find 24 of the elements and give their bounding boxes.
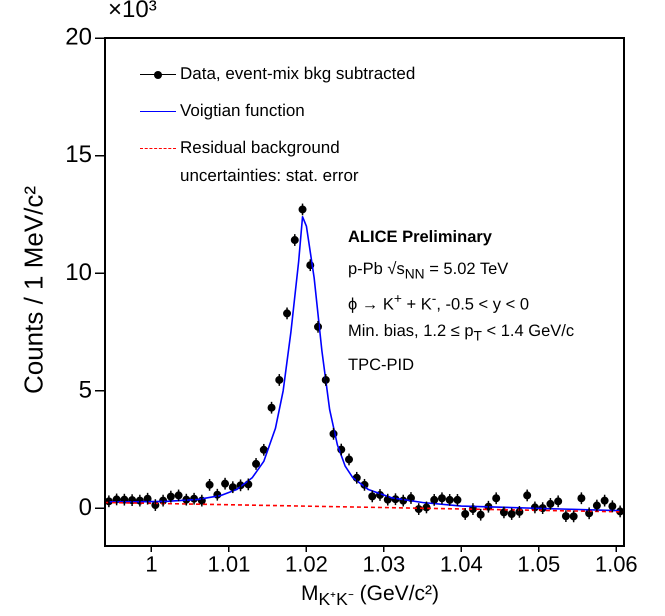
x-tick-label: 1.06 — [594, 551, 638, 576]
annotation: TPC-PID — [348, 356, 414, 375]
x-tick-label: 1.01 — [208, 551, 250, 576]
x-tick-label: 1.04 — [440, 551, 483, 576]
annotation: Min. bias, 1.2 ≤ p$_{T}$ < 1.4 GeV/c — [348, 322, 574, 344]
legend-label: Residual background — [179, 138, 340, 158]
y-tick-label: 5 — [78, 376, 92, 404]
x-tick-label: 1 — [145, 551, 158, 576]
x-tick-label: 1.02 — [284, 551, 328, 576]
text: ×10³ — [108, 0, 157, 24]
y-tick-label: 15 — [65, 141, 92, 168]
x-tick-label: 1.05 — [517, 551, 560, 576]
annotation: ALICE Preliminary — [348, 228, 492, 247]
y-tick-label: 0 — [78, 494, 92, 521]
annotation: uncertainties: stat. error — [180, 166, 359, 186]
x-tick-label: 1.03 — [362, 551, 406, 576]
annotation: ϕ → K$^{+}$ + K$^{-}$, -0.5 < y < 0 — [348, 291, 529, 314]
legend-label: Data, event-mix bkg subtracted — [179, 64, 416, 84]
y-tick-label: 10 — [65, 258, 92, 286]
annotation: p-Pb √s$_{NN}$ = 5.02 TeV — [348, 260, 508, 282]
y-axis-title: Counts / 1 MeV/c² — [18, 186, 50, 394]
y-tick-label: 20 — [65, 24, 92, 51]
legend-label: Voigtian function — [179, 101, 305, 121]
x-axis-title: M$_{K⁺K⁻}$ (GeV/c²) — [300, 582, 440, 610]
